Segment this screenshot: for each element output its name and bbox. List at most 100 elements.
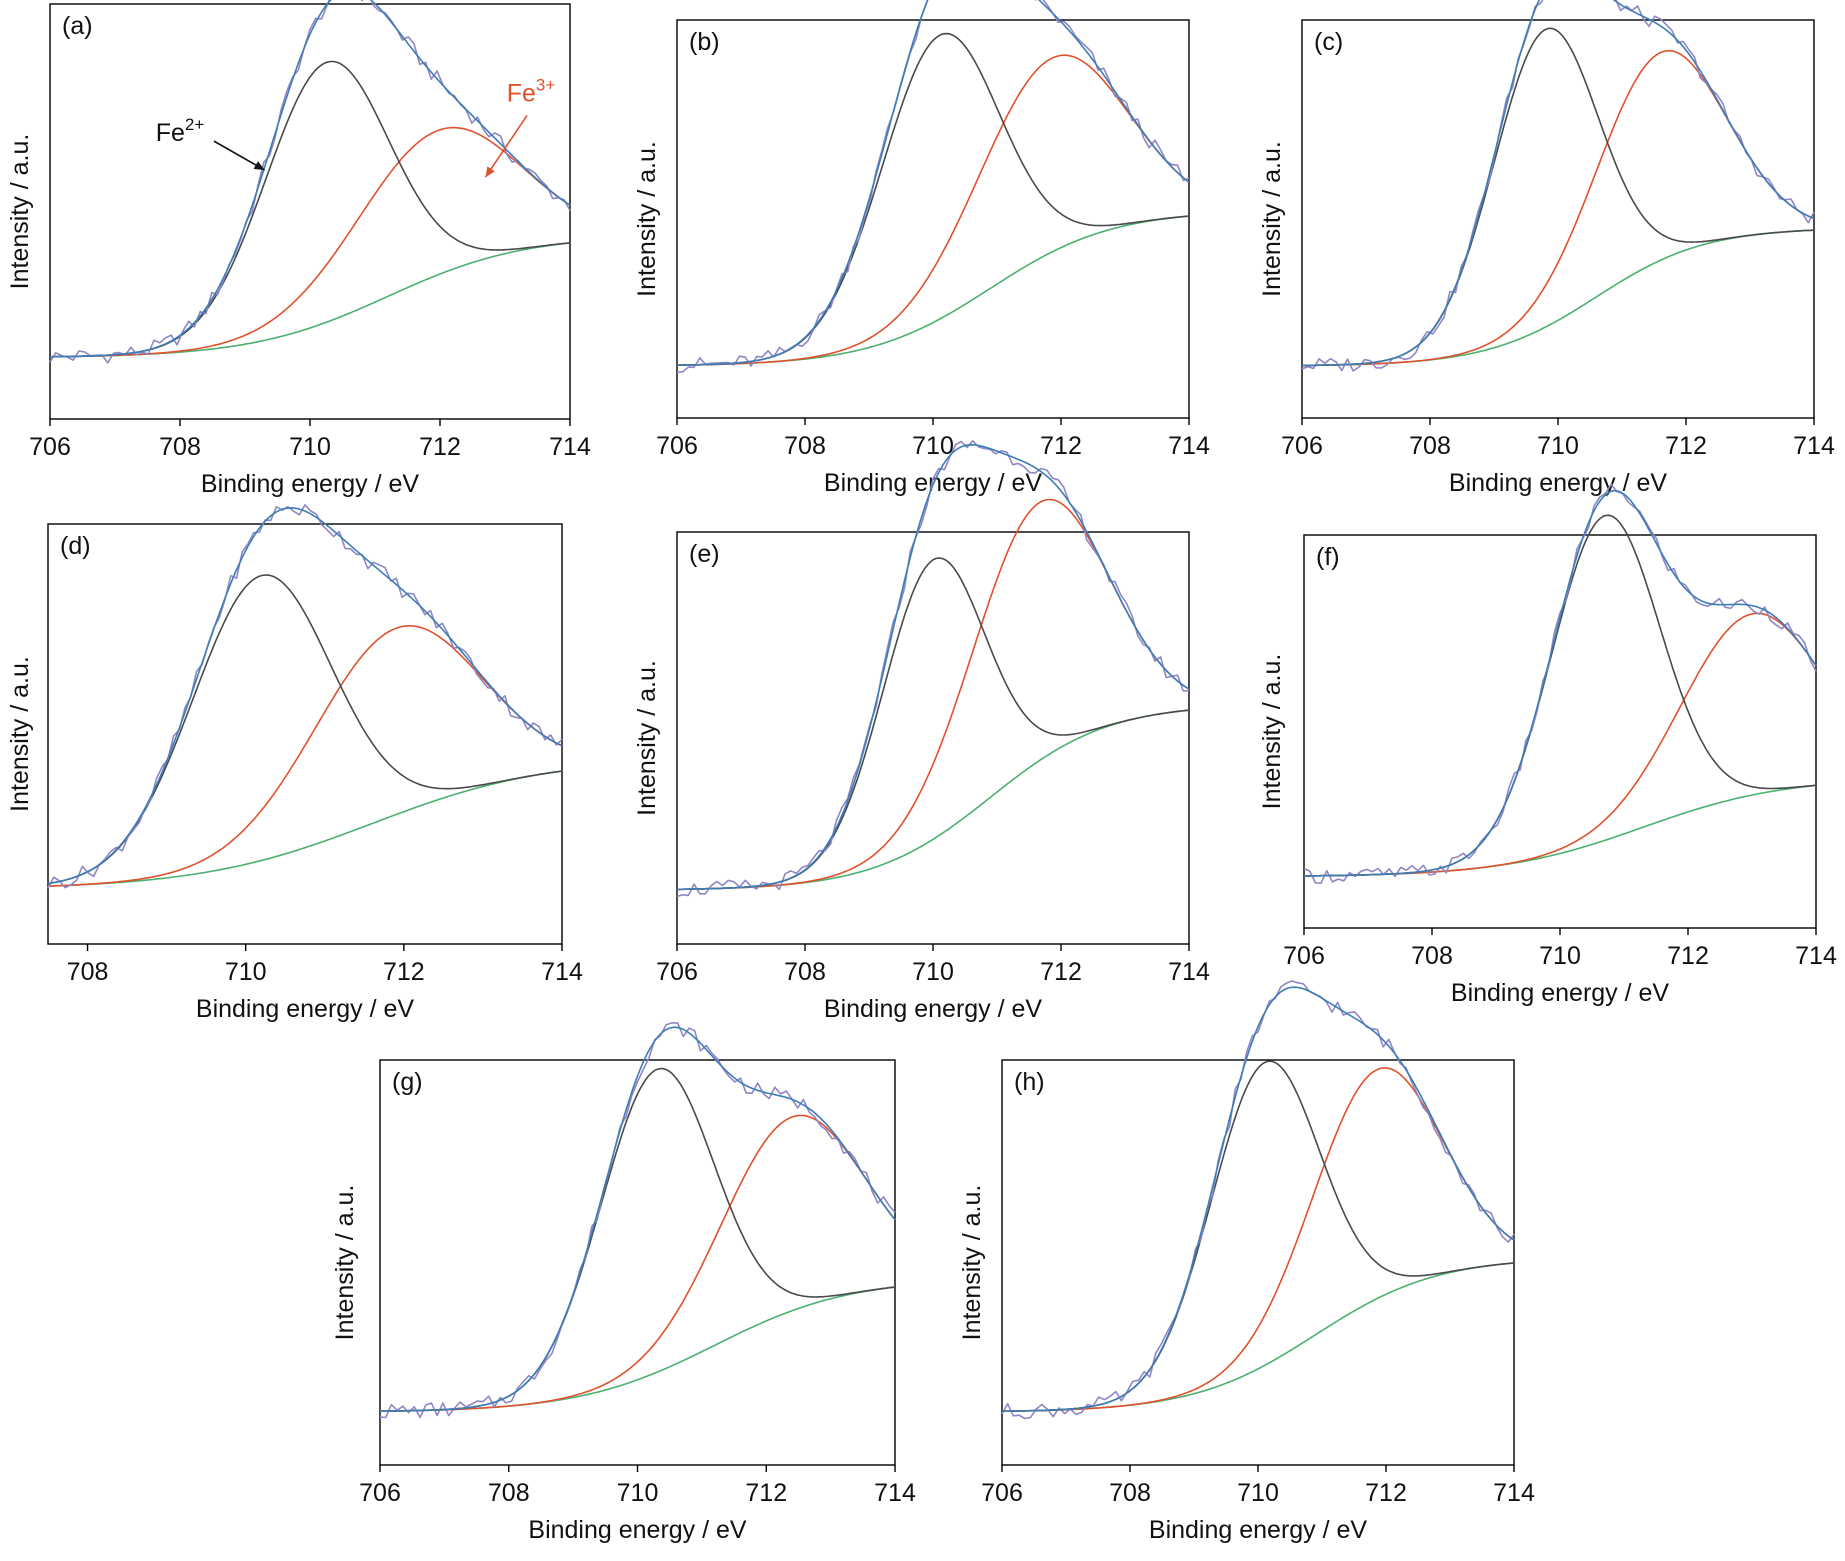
fit-envelope-line (47, 507, 563, 885)
chart-panel-a: 706 708 710 712 714 Binding energy / eV Intens… (0, 0, 600, 500)
y-axis-label: Intensity / a.u. (633, 660, 661, 816)
fe3-component-line (677, 54, 1190, 366)
plot-frame (676, 531, 1190, 945)
plot-frame (1303, 534, 1817, 929)
x-tick-label: 710 (617, 1479, 659, 1507)
chart-panel-b: 706 708 710 712 714 Binding energy / eV Intens… (627, 0, 1227, 500)
x-tick-label: 708 (67, 958, 109, 986)
fe3-component-line (676, 498, 1190, 891)
chart-a-svg: 706 708 710 712 714 Binding energy / eV Intens… (6, 0, 591, 498)
x-axis-label: Binding energy / eV (528, 1516, 747, 1544)
fit-envelope-line (676, 444, 1190, 891)
panel-label-a: (a) (62, 12, 93, 40)
x-tick-label: 714 (549, 433, 591, 461)
x-tick-label: 714 (541, 958, 583, 986)
plot-frame (1301, 19, 1815, 419)
raw-spectrum-line (676, 0, 1190, 374)
chart-panel-e: 706 708 710 712 714 Binding energy / eV Intens… (627, 440, 1227, 1023)
y-axis-label: Intensity / a.u. (331, 1185, 359, 1341)
annotation-arrowhead (485, 166, 495, 178)
x-axis-label: Binding energy / eV (1451, 979, 1670, 1007)
panel-label-f: (f) (1316, 543, 1340, 571)
raw-spectrum-line (676, 440, 1190, 898)
raw-spectrum-line (1001, 980, 1515, 1420)
plot-frame (47, 523, 563, 945)
chart-d-svg: 708 710 712 714 Binding energy / eV Intensity… (6, 504, 583, 1023)
x-tick-label: 714 (1493, 1479, 1535, 1507)
chart-panel-c: 706 708 710 712 714 Binding energy / eV Intens… (1252, 0, 1842, 500)
fe2-component-line (49, 60, 571, 358)
fit-envelope-line (49, 0, 571, 358)
x-tick-label: 706 (1283, 942, 1325, 970)
panel-label-g: (g) (392, 1068, 423, 1096)
x-tick-label: 708 (488, 1479, 530, 1507)
x-tick-label: 710 (912, 958, 954, 986)
fe3-component-line (1304, 612, 1817, 877)
raw-spectrum-line (1303, 483, 1817, 884)
chart-h-svg: 706 708 710 712 714 Binding energy / eV Intens… (958, 980, 1535, 1544)
background-line (677, 215, 1190, 366)
x-tick-label: 712 (1040, 432, 1082, 460)
chart-panel-h: 706 708 710 712 714 Binding energy / eV Intens… (952, 980, 1552, 1555)
x-tick-label: 710 (1537, 432, 1579, 460)
annotation-3plus: Fe3+ (484, 75, 556, 178)
y-axis-label: Intensity / a.u. (6, 134, 34, 290)
y-axis-label: Intensity / a.u. (6, 656, 34, 812)
chart-c-svg: 706 708 710 712 714 Binding energy / eV Intens… (1258, 0, 1835, 497)
x-tick-label: 714 (1168, 958, 1210, 986)
chart-panel-d: 708 710 712 714 Binding energy / eV Intensity… (0, 504, 600, 1023)
x-tick-label: 710 (225, 958, 267, 986)
x-tick-label: 714 (1795, 942, 1837, 970)
background-line (50, 242, 571, 358)
x-tick-label: 708 (1411, 942, 1453, 970)
y-axis-label: Intensity / a.u. (633, 141, 661, 297)
x-axis-label: Binding energy / eV (201, 470, 420, 498)
raw-spectrum-line (49, 0, 571, 364)
x-tick-label: 708 (159, 433, 201, 461)
x-tick-label: 706 (1281, 432, 1323, 460)
fe3-component-line (380, 1114, 896, 1412)
background-line (1001, 1262, 1515, 1413)
fe3-component-line (1301, 49, 1815, 367)
annotation-text: Fe3+ (507, 75, 556, 107)
y-axis-label: Intensity / a.u. (1258, 654, 1286, 810)
x-tick-label: 712 (383, 958, 425, 986)
background-line (380, 1286, 896, 1412)
y-axis-label: Intensity / a.u. (958, 1185, 986, 1341)
x-tick-label: 706 (981, 1479, 1023, 1507)
panel-label-e: (e) (689, 540, 720, 568)
raw-spectrum-line (1301, 0, 1815, 372)
x-tick-label: 708 (1409, 432, 1451, 460)
x-tick-label: 710 (1539, 942, 1581, 970)
x-tick-label: 710 (1237, 1479, 1279, 1507)
x-tick-label: 706 (656, 958, 698, 986)
raw-spectrum-line (379, 1022, 896, 1419)
x-axis-label: Binding energy / eV (1149, 1516, 1368, 1544)
fe3-component-line (1001, 1067, 1515, 1413)
raw-spectrum-line (47, 504, 563, 889)
fit-envelope-line (1304, 490, 1817, 877)
x-tick-label: 706 (29, 433, 71, 461)
annotation-2plus: Fe2+ (156, 115, 265, 171)
x-axis-label: Binding energy / eV (824, 995, 1043, 1023)
background-line (1304, 784, 1817, 877)
chart-panel-g: 706 708 710 712 714 Binding energy / eV Intens… (325, 1022, 925, 1555)
fe2-component-line (676, 32, 1190, 366)
x-tick-label: 712 (1667, 942, 1709, 970)
x-tick-label: 710 (912, 432, 954, 460)
fit-envelope-line (1001, 986, 1515, 1413)
x-tick-label: 712 (745, 1479, 787, 1507)
background-line (1301, 229, 1815, 367)
annotation-text: Fe2+ (156, 115, 205, 147)
x-axis-label: Binding energy / eV (1449, 469, 1668, 497)
x-tick-label: 706 (656, 432, 698, 460)
chart-f-svg: 706 708 710 712 714 Binding energy / eV Intens… (1258, 483, 1837, 1007)
x-tick-label: 708 (784, 432, 826, 460)
x-tick-label: 712 (1365, 1479, 1407, 1507)
fe2-component-line (380, 1067, 896, 1412)
x-tick-label: 706 (359, 1479, 401, 1507)
x-axis-label: Binding energy / eV (196, 995, 415, 1023)
fe3-component-line (50, 126, 571, 358)
